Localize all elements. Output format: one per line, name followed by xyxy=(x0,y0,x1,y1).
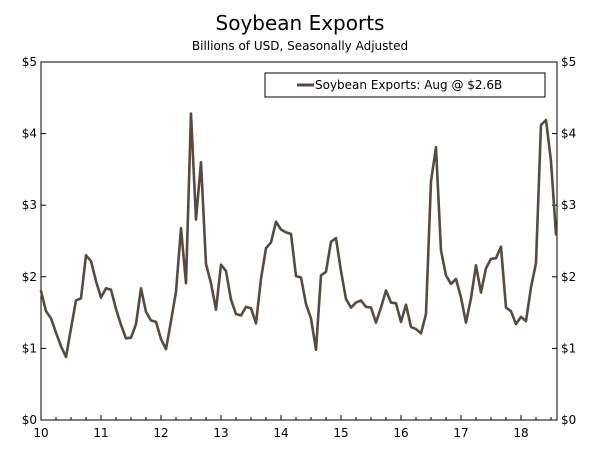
y-tick-label-right: $4 xyxy=(561,127,576,141)
plot-area xyxy=(40,61,558,421)
x-tick-label: 18 xyxy=(513,426,528,440)
y-tick-label-left: $0 xyxy=(22,413,37,427)
series-line xyxy=(39,112,558,359)
y-tick-label-right: $5 xyxy=(561,55,576,69)
y-tick-label-left: $3 xyxy=(22,198,37,212)
chart-title: Soybean Exports xyxy=(216,11,385,35)
legend-label: Soybean Exports: Aug @ $2.6B xyxy=(315,78,502,92)
y-tick-label-left: $1 xyxy=(22,341,37,355)
x-tick-label: 16 xyxy=(393,426,408,440)
legend: Soybean Exports: Aug @ $2.6B xyxy=(264,72,546,98)
y-tick-label-left: $5 xyxy=(22,55,37,69)
x-tick-label: 12 xyxy=(153,426,168,440)
series-layer xyxy=(39,112,558,359)
y-tick-label-right: $0 xyxy=(561,413,576,427)
x-tick-label: 10 xyxy=(33,426,48,440)
x-tick-label: 13 xyxy=(213,426,228,440)
y-tick-label-right: $2 xyxy=(561,270,576,284)
x-tick-label: 15 xyxy=(333,426,348,440)
y-axis-left: $0 $1 $2 $3 $4 $5 xyxy=(22,55,46,427)
x-tick-label: 14 xyxy=(273,426,288,440)
x-tick-label: 11 xyxy=(93,426,108,440)
chart-subtitle: Billions of USD, Seasonally Adjusted xyxy=(192,39,408,53)
y-axis-right: $0 $1 $2 $3 $4 $5 xyxy=(552,55,576,427)
y-tick-label-left: $2 xyxy=(22,270,37,284)
x-tick-label: 17 xyxy=(453,426,468,440)
y-tick-label-left: $4 xyxy=(22,127,37,141)
y-tick-label-right: $1 xyxy=(561,341,576,355)
y-tick-label-right: $3 xyxy=(561,198,576,212)
x-axis: 10 11 12 13 14 15 16 17 18 xyxy=(33,415,552,440)
